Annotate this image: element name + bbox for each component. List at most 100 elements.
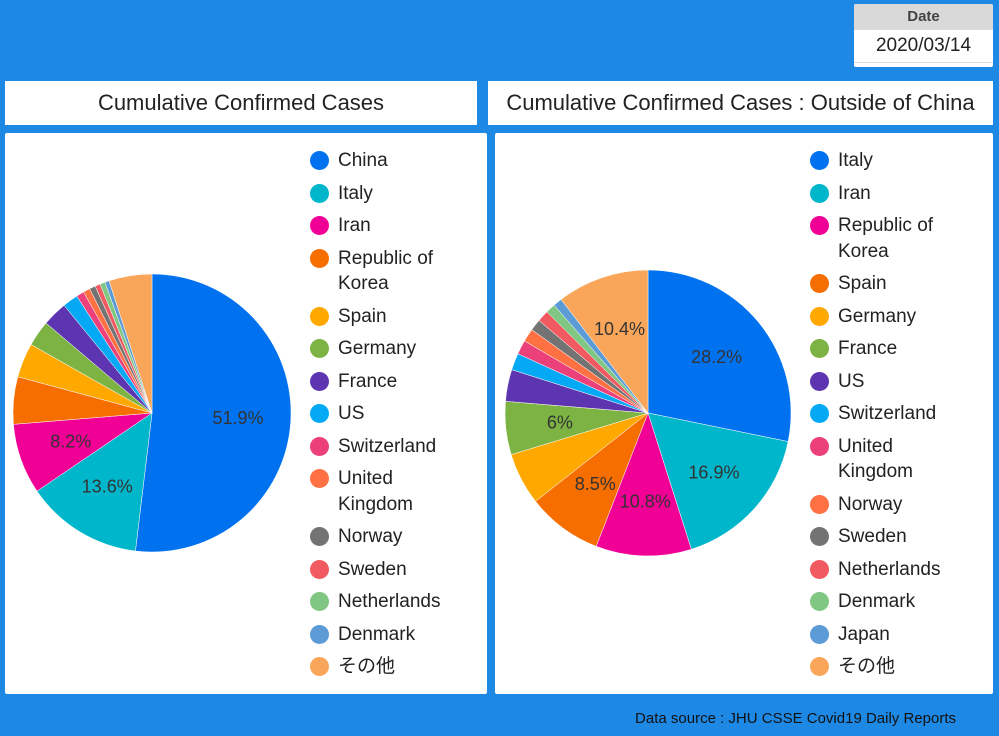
legend-label: Japan <box>838 623 890 645</box>
legend-item[interactable]: US <box>310 401 460 427</box>
legend-label: Spain <box>838 273 887 294</box>
legend-label: United Kingdom <box>338 468 413 515</box>
legend-label: Sweden <box>338 558 407 580</box>
legend-item[interactable]: United Kingdom <box>810 434 960 485</box>
legend-label: Netherlands <box>838 558 941 580</box>
legend-item[interactable]: Denmark <box>310 622 460 648</box>
legend-swatch-icon <box>810 183 829 203</box>
legend-item[interactable]: Spain <box>310 304 460 330</box>
pie-slice-iran[interactable] <box>647 412 789 550</box>
legend-label: Iran <box>838 182 871 204</box>
legend-swatch-icon <box>810 339 829 358</box>
legend-swatch-icon <box>310 592 329 611</box>
legend-swatch-icon <box>810 592 829 611</box>
slice-label: 16.9% <box>688 462 739 482</box>
legend-item[interactable]: Spain <box>810 271 960 297</box>
legend-swatch-icon <box>810 306 829 326</box>
pie-slice-italy[interactable] <box>647 269 792 442</box>
legend-label: Italy <box>838 150 873 171</box>
legend-label: United Kingdom <box>838 435 913 483</box>
legend-swatch-icon <box>310 183 329 203</box>
pie-slice-republic-of-korea[interactable] <box>595 412 692 557</box>
legend-swatch-icon <box>310 404 329 423</box>
legend-item[interactable]: Republic of Korea <box>810 213 960 264</box>
legend-swatch-icon <box>810 151 829 170</box>
legend-swatch-icon <box>810 657 829 676</box>
legend-label: Norway <box>338 526 403 547</box>
pie-slice-その他[interactable] <box>560 269 649 414</box>
legend-label: US <box>838 370 865 392</box>
legend-item[interactable]: Switzerland <box>310 434 460 460</box>
legend-all: China Italy Iran Republic of Korea Spain Germ… <box>310 148 460 687</box>
legend-swatch-icon <box>310 339 329 358</box>
legend-swatch-icon <box>810 371 829 391</box>
slice-label: 8.5% <box>575 474 616 494</box>
legend-item[interactable]: Japan <box>810 622 960 648</box>
legend-swatch-icon <box>310 657 329 676</box>
legend-item[interactable]: Iran <box>810 181 960 207</box>
pie-chart-outside-china: 28.2% 16.9% 10.8%8.5% 6% 10.4% <box>504 269 792 557</box>
legend-item[interactable]: US <box>810 369 960 395</box>
slice-label: 10.4% <box>594 319 645 339</box>
legend-label: Norway <box>838 493 903 515</box>
legend-label: Italy <box>338 182 373 204</box>
legend-label: Denmark <box>338 623 416 645</box>
legend-item[interactable]: Sweden <box>810 524 960 550</box>
legend-item[interactable]: Norway <box>310 524 460 550</box>
legend-item[interactable]: France <box>310 369 460 395</box>
slice-label: 10.8% <box>620 492 671 512</box>
legend-item[interactable]: China <box>310 148 460 174</box>
legend-label: US <box>338 403 365 424</box>
legend-item[interactable]: Norway <box>810 492 960 518</box>
legend-label: その他 <box>338 656 396 677</box>
legend-label: Netherlands <box>338 591 441 612</box>
pie-slice-italy[interactable] <box>36 412 153 552</box>
pie-slice-china[interactable] <box>135 273 292 553</box>
legend-swatch-icon <box>310 469 329 488</box>
pie-chart-all: 51.9% 13.6% 8.2% <box>12 273 292 553</box>
legend-item[interactable]: その他 <box>310 654 460 680</box>
legend-item[interactable]: Denmark <box>810 589 960 615</box>
legend-item[interactable]: United Kingdom <box>310 466 460 517</box>
legend-label: Switzerland <box>338 435 437 457</box>
legend-label: Germany <box>838 305 917 327</box>
legend-swatch-icon <box>310 151 329 170</box>
legend-swatch-icon <box>310 306 329 326</box>
date-filter-label: Date <box>854 4 993 30</box>
legend-label: Sweden <box>838 526 907 547</box>
legend-item[interactable]: Germany <box>310 336 460 362</box>
legend-label: Switzerland <box>838 403 937 424</box>
legend-item[interactable]: Iran <box>310 213 460 239</box>
slice-label: 8.2% <box>50 432 91 452</box>
legend-swatch-icon <box>810 404 829 423</box>
legend-swatch-icon <box>810 527 829 546</box>
slice-label: 13.6% <box>82 477 133 497</box>
date-filter-value[interactable]: 2020/03/14 <box>854 30 993 63</box>
legend-item[interactable]: Netherlands <box>310 589 460 615</box>
legend-label: France <box>338 370 398 392</box>
pie-slice-その他[interactable] <box>108 273 153 414</box>
legend-item[interactable]: Sweden <box>310 557 460 583</box>
legend-item[interactable]: Italy <box>810 148 960 174</box>
legend-item[interactable]: Switzerland <box>810 401 960 427</box>
data-source: Data source : JHU CSSE Covid19 Daily Rep… <box>635 710 956 727</box>
legend-item[interactable]: Republic of Korea <box>310 246 460 297</box>
legend-swatch-icon <box>810 559 829 579</box>
legend-swatch-icon <box>810 274 829 293</box>
legend-item[interactable]: Netherlands <box>810 557 960 583</box>
legend-outside-china: Italy Iran Republic of Korea Spain Germany Fr… <box>810 148 960 687</box>
legend-label: Germany <box>338 338 417 359</box>
legend-item[interactable]: Italy <box>310 181 460 207</box>
legend-swatch-icon <box>310 559 329 579</box>
chart-panel-all: 51.9% 13.6% 8.2% China Italy Iran Republic of… <box>5 133 487 694</box>
legend-item[interactable]: France <box>810 336 960 362</box>
legend-item[interactable]: その他 <box>810 654 960 680</box>
legend-swatch-icon <box>810 624 829 644</box>
legend-swatch-icon <box>310 527 329 546</box>
legend-swatch-icon <box>810 216 829 235</box>
date-filter[interactable]: Date 2020/03/14 <box>854 4 993 67</box>
legend-item[interactable]: Germany <box>810 304 960 330</box>
slice-label: 6% <box>547 412 573 432</box>
legend-label: Republic of Korea <box>338 247 434 295</box>
slice-label: 51.9% <box>213 408 264 428</box>
